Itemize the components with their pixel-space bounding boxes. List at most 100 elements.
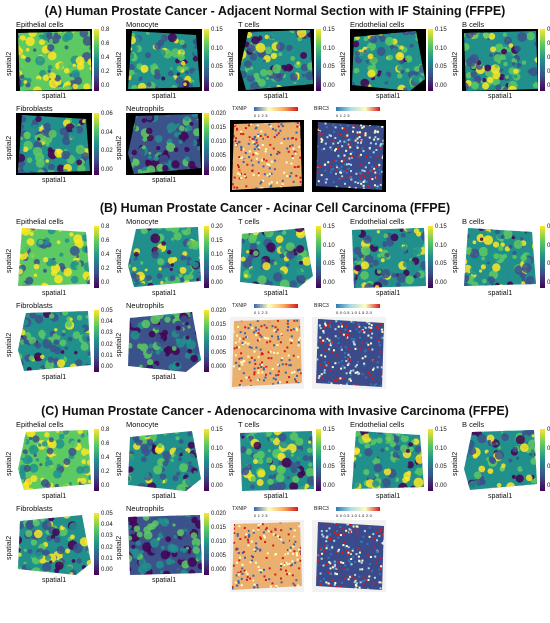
colorbar-tick-label: 0.15 (435, 224, 447, 230)
colorbar-tick-label: 0.10 (211, 445, 223, 452)
panel-title: Epithelial cells (16, 420, 64, 429)
x-axis-label: spatial1 (264, 290, 289, 297)
colorbar-tick-label: 0.4 (101, 252, 110, 258)
colorbar-tick-label: 0.15 (323, 27, 335, 33)
panel-title: Fibroblasts (16, 301, 53, 310)
gene-name: TXNIP (232, 506, 247, 512)
tissue-heatmap (18, 31, 92, 91)
x-axis-label: spatial1 (152, 577, 177, 584)
y-axis-label: spatial2 (340, 451, 347, 476)
x-axis-label: spatial1 (488, 493, 513, 500)
panel-title: Endothelial cells (350, 217, 405, 226)
gene-panel-birc3: BIRC3 0.0 0.5 1.0 1.5 2.0 (312, 504, 390, 594)
spatial-map (16, 310, 92, 372)
colorbar-tick-label: 0.020 (211, 111, 227, 117)
colorbar-tick-label: 0.00 (211, 483, 223, 489)
gene-name: TXNIP (232, 106, 247, 112)
colorbar-tick-label: 0.02 (101, 148, 113, 155)
gene-map-frame (230, 317, 304, 389)
panel-monocyte: Monocyte 0.20 0.15 0.10 0.05 0.00 spatial1 spat… (116, 217, 223, 301)
colorbar-tick-label: 0.05 (211, 464, 223, 471)
gene-panel-txnip: TXNIP 0 1 2 3 (230, 301, 308, 391)
tissue-heatmap (240, 30, 313, 90)
colorbar (428, 29, 433, 91)
panel-endothelial-cells: Endothelial cells 0.15 0.10 0.05 0.00 spatial… (340, 420, 447, 504)
colorbar-tick-label: 0.06 (547, 427, 550, 433)
colorbar-tick-label: 0.15 (323, 224, 335, 230)
panel-t-cells: T cells 0.15 0.10 0.05 0.00 spatial1 spatial2 (228, 420, 335, 504)
panel-t-cells: T cells 0.15 0.10 0.05 0.00 spatial1 spatial2 (228, 217, 335, 301)
panel-epithelial-cells: Epithelial cells 0.8 0.6 0.4 0.2 0.0 spatial1 s… (6, 217, 110, 301)
colorbar-tick-label: 0.05 (323, 64, 335, 71)
x-axis-label: spatial1 (152, 93, 177, 100)
colorbar-tick-label: 0.6 (101, 41, 110, 47)
x-axis-label: spatial1 (42, 577, 67, 584)
y-axis-label: spatial2 (6, 332, 13, 357)
colorbar-tick-label: 0.2 (101, 266, 110, 272)
colorbar-tick-label: 0.00 (101, 567, 113, 573)
panel-endothelial-cells: Endothelial cells 0.15 0.10 0.05 0.00 spatial… (340, 20, 447, 104)
spatial-map (238, 226, 314, 288)
tissue-heatmap (240, 228, 313, 288)
panel-monocyte: Monocyte 0.15 0.10 0.05 0.00 spatial1 spatial2 (116, 420, 223, 504)
colorbar-tick-label: 0.00 (101, 167, 113, 173)
colorbar-tick-label: 0.0 (101, 83, 110, 89)
panel-title: B cells (462, 420, 485, 429)
colorbar (94, 226, 99, 288)
y-axis-label: spatial2 (452, 248, 459, 273)
colorbar-tick-label: 0.015 (211, 125, 227, 131)
panel-fibroblasts: Fibroblasts 0.05 0.04 0.03 0.02 0.01 0.00 spati… (6, 301, 113, 385)
x-axis-label: spatial1 (42, 374, 67, 381)
colorbar-tick-label: 0.4 (101, 55, 110, 61)
y-axis-label: spatial2 (6, 248, 13, 273)
colorbar-tick-label: 0.00 (101, 364, 113, 370)
colorbar-tick-label: 0.010 (211, 139, 227, 145)
tissue-heatmap (128, 227, 201, 287)
colorbar-tick-label: 0.05 (323, 464, 335, 471)
colorbar-tick-label: 0.00 (211, 280, 223, 286)
tissue-heatmap (128, 515, 202, 575)
spatial-map (16, 113, 92, 175)
colorbar-tick-label: 0.02 (101, 544, 113, 551)
colorbar-tick-label: 0.00 (323, 280, 335, 286)
colorbar (94, 513, 99, 575)
colorbar-tick-label: 0.00 (547, 83, 550, 89)
tissue-heatmap (464, 228, 536, 286)
colorbar-tick-label: 0.04 (101, 522, 113, 529)
colorbar-tick-label: 0.05 (211, 64, 223, 71)
colorbar-tick-label: 0.00 (435, 280, 447, 286)
gene-name: BIRC3 (314, 106, 329, 112)
spatial-map (126, 226, 202, 288)
gene-panel-txnip: TXNIP 0 1 2 3 (230, 504, 308, 594)
x-axis-label: spatial1 (264, 493, 289, 500)
colorbar-tick-label: 0.05 (323, 261, 335, 268)
colorbar-tick-label: 0.04 (547, 55, 550, 61)
panel-epithelial-cells: Epithelial cells 0.8 0.6 0.4 0.2 0.0 spatial1 s… (6, 20, 110, 104)
x-axis-label: spatial1 (152, 290, 177, 297)
tissue-heatmap (128, 431, 201, 491)
x-axis-label: spatial1 (488, 290, 513, 297)
y-axis-label: spatial2 (452, 451, 459, 476)
colorbar-tick-label: 0.06 (547, 41, 550, 47)
x-axis-label: spatial1 (42, 93, 67, 100)
colorbar (94, 113, 99, 175)
colorbar (540, 29, 545, 91)
gene-name: BIRC3 (314, 506, 329, 512)
spatial-map (16, 29, 92, 91)
y-axis-label: spatial2 (340, 51, 347, 76)
colorbar-tick-label: 0.02 (547, 69, 550, 75)
y-axis-label: spatial2 (6, 451, 13, 476)
panel-title: Monocyte (126, 217, 159, 226)
colorbar-tick-label: 0.000 (211, 167, 227, 173)
tissue-heatmap (464, 31, 538, 91)
gene-colorbar (336, 107, 380, 111)
colorbar-tick-label: 0.8 (101, 224, 110, 230)
x-axis-label: spatial1 (152, 374, 177, 381)
x-axis-label: spatial1 (152, 177, 177, 184)
gene-expression-map (232, 522, 302, 590)
section-title: (B) Human Prostate Cancer - Acinar Cell … (99, 201, 451, 215)
section-title: (A) Human Prostate Cancer - Adjacent Nor… (44, 4, 506, 18)
y-axis-label: spatial2 (6, 51, 13, 76)
gene-name: TXNIP (232, 303, 247, 309)
spatial-map (462, 429, 538, 491)
